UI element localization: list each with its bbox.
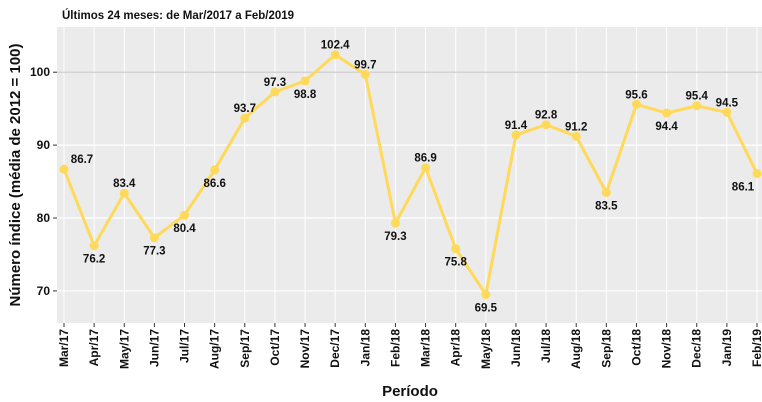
data-point — [601, 187, 611, 197]
data-point — [119, 188, 129, 198]
data-point — [180, 210, 190, 220]
x-tick-label: Sep/17 — [238, 329, 252, 368]
data-point — [511, 130, 521, 140]
x-tick-label: Jan/19 — [720, 329, 734, 367]
data-point — [149, 233, 159, 243]
data-label: 91.4 — [505, 120, 528, 132]
data-point — [240, 113, 250, 123]
y-tick-label: 100 — [30, 65, 50, 79]
x-tick-label: Oct/17 — [268, 329, 282, 366]
data-label: 102.4 — [321, 40, 350, 52]
x-tick-label: Jun/17 — [147, 329, 161, 367]
data-point — [330, 50, 340, 60]
data-label: 93.7 — [234, 103, 256, 115]
data-line — [62, 52, 759, 299]
x-tick-label: May/18 — [479, 329, 493, 369]
x-tick-label: Nov/17 — [298, 329, 312, 369]
data-label: 86.7 — [71, 154, 93, 166]
y-tick-label: 70 — [37, 284, 51, 298]
data-label: 83.4 — [113, 178, 136, 190]
data-point — [421, 163, 431, 173]
data-label: 91.2 — [565, 121, 587, 133]
data-point — [451, 244, 461, 254]
x-tick-label: Feb/18 — [388, 329, 402, 367]
x-tick-label: Mar/17 — [57, 329, 71, 367]
data-point — [390, 218, 400, 228]
x-axis-title: Período — [382, 383, 438, 400]
x-tick-label: Apr/17 — [87, 329, 101, 367]
data-point — [631, 99, 641, 109]
x-tick-label: Sep/18 — [599, 329, 613, 368]
data-label: 92.8 — [535, 110, 558, 122]
x-tick-label: Feb/19 — [750, 329, 762, 367]
data-point — [300, 76, 310, 86]
data-label: 95.6 — [625, 89, 647, 101]
data-point — [722, 107, 732, 117]
data-label: 77.3 — [143, 246, 165, 258]
y-tick-label: 90 — [37, 138, 51, 152]
plot-background — [57, 27, 762, 323]
data-label: 83.5 — [595, 200, 618, 212]
x-tick-label: Jan/18 — [358, 329, 372, 367]
data-label: 99.7 — [354, 59, 376, 71]
data-label: 69.5 — [475, 303, 498, 315]
chart-subtitle: Últimos 24 meses: de Mar/2017 a Feb/2019 — [62, 9, 294, 22]
data-point — [89, 241, 99, 251]
data-point — [481, 290, 491, 300]
data-point — [210, 165, 220, 175]
data-point — [571, 131, 581, 141]
data-label: 80.4 — [173, 223, 196, 235]
data-label: 97.3 — [264, 77, 286, 89]
y-axis-title: Número índice (média de 2012 = 100) — [7, 43, 24, 306]
data-label: 75.8 — [445, 257, 468, 269]
data-label: 76.2 — [83, 254, 105, 266]
data-point — [692, 101, 702, 111]
x-tick-label: Jul/18 — [539, 329, 553, 363]
x-tick-label: Aug/18 — [569, 329, 583, 369]
data-label: 79.3 — [384, 231, 406, 243]
data-point — [752, 169, 762, 179]
x-tick-label: Apr/18 — [449, 329, 463, 367]
data-point — [662, 108, 672, 118]
x-tick-label: Oct/18 — [629, 329, 643, 366]
data-label: 86.6 — [203, 178, 225, 190]
data-point — [541, 120, 551, 130]
data-label: 95.4 — [686, 91, 709, 103]
x-tick-label: Jul/17 — [178, 329, 192, 363]
data-label: 86.1 — [732, 182, 755, 194]
x-tick-label: Jun/18 — [509, 329, 523, 367]
data-label: 94.5 — [716, 97, 739, 109]
data-point — [59, 164, 69, 174]
x-tick-label: Nov/18 — [660, 329, 674, 369]
data-label: 98.8 — [294, 89, 317, 101]
x-tick-label: Aug/17 — [208, 329, 222, 369]
x-tick-label: Mar/18 — [419, 329, 433, 367]
data-point — [270, 87, 280, 97]
x-tick-label: Dec/18 — [690, 329, 704, 368]
data-label: 86.9 — [414, 153, 436, 165]
x-tick-label: May/17 — [117, 329, 131, 369]
x-tick-label: Dec/17 — [328, 329, 342, 368]
data-point — [360, 69, 370, 79]
data-label: 94.4 — [655, 121, 678, 133]
y-tick-label: 80 — [37, 211, 51, 225]
